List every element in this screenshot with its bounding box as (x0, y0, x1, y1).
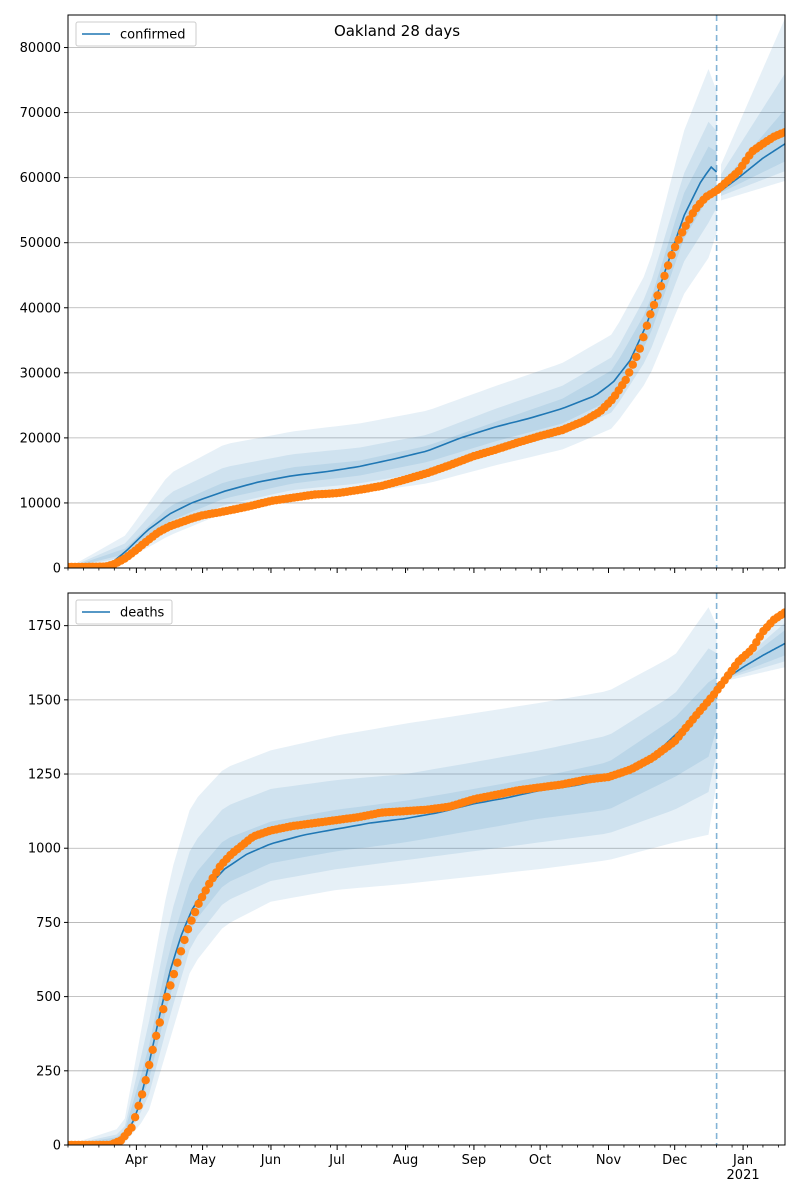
observed-point (642, 321, 652, 330)
y-tick-label: 1500 (28, 693, 61, 708)
x-tick-label: Jan (732, 1153, 753, 1168)
y-tick-label: 70000 (20, 106, 61, 121)
x-tick-label: Nov (596, 1153, 622, 1168)
observed-point (625, 368, 634, 377)
axes-frame (67, 592, 786, 1146)
observed-point (134, 1101, 143, 1111)
x-tick-label: Oct (529, 1153, 551, 1168)
model-line-forecast (720, 143, 785, 192)
observed-point (127, 1123, 136, 1132)
observed-point (137, 1090, 147, 1099)
x-tick-label: Apr (125, 1153, 148, 1168)
observed-point (674, 235, 683, 244)
y-tick-label: 0 (53, 562, 61, 577)
y-tick-label: 60000 (20, 171, 61, 186)
observed-point (173, 958, 182, 967)
band-middle-forecast (721, 73, 785, 196)
observed-point (649, 300, 659, 310)
x-tick-label: Dec (662, 1153, 687, 1168)
y-tick-label: 1750 (28, 619, 61, 634)
band-inner-fit (68, 677, 717, 1145)
observed-point (632, 352, 641, 362)
observed-point (660, 271, 669, 281)
band-middle-fit (68, 648, 717, 1145)
x-tick-label: May (189, 1153, 216, 1168)
observed-point (176, 947, 186, 956)
band-outer-fit (68, 607, 717, 1145)
observed-point (635, 344, 644, 353)
y-tick-label: 750 (36, 916, 61, 931)
y-tick-label: 50000 (20, 236, 61, 251)
observed-point (194, 899, 203, 908)
y-tick-label: 500 (36, 990, 61, 1005)
observed-point (130, 1113, 140, 1122)
observed-series (68, 128, 785, 568)
observed-series (68, 608, 785, 1145)
observed-point (187, 916, 196, 925)
observed-point (780, 608, 785, 617)
model-series (68, 143, 785, 568)
observed-point (190, 907, 200, 917)
legend: deaths (75, 599, 173, 625)
observed-point (667, 250, 676, 260)
observed-point (663, 261, 673, 270)
observed-point (681, 221, 690, 230)
legend-box (75, 599, 173, 625)
observed-point (169, 969, 179, 979)
figure-title: Oakland 28 days (334, 22, 460, 40)
legend-box (75, 21, 197, 47)
observed-point (639, 333, 648, 342)
observed-point (148, 1045, 157, 1055)
observed-point (155, 1018, 164, 1027)
observed-point (152, 1031, 161, 1041)
observed-point (159, 1005, 168, 1014)
legend-label: confirmed (120, 28, 186, 43)
legend-label: deaths (120, 606, 165, 621)
x-tick-label: Aug (393, 1153, 418, 1168)
y-tick-label: 1000 (28, 842, 61, 857)
legend: confirmed (75, 21, 197, 47)
observed-point (656, 282, 666, 291)
x-tick-label: Jul (328, 1153, 345, 1168)
y-tick-label: 250 (36, 1064, 61, 1079)
y-tick-label: 40000 (20, 301, 61, 316)
deaths-panel: 0 250 500 750 1000 1250 1500 1750 Apr May Jun Jul Au… (28, 592, 786, 1183)
observed-point (180, 935, 189, 945)
observed-point (646, 310, 655, 319)
y-tick-label: 1250 (28, 768, 61, 783)
observed-point (780, 128, 785, 137)
x-tick-label: 2021 (727, 1168, 760, 1183)
observed-point (141, 1076, 150, 1085)
y-tick-label: 30000 (20, 366, 61, 381)
observed-point (621, 375, 630, 385)
y-tick-label: 10000 (20, 496, 61, 511)
observed-point (166, 981, 175, 990)
y-axis: 0 10000 20000 30000 40000 50000 60000 70000 8000… (20, 41, 68, 577)
y-tick-label: 20000 (20, 431, 61, 446)
observed-point (685, 215, 694, 224)
observed-point (670, 242, 680, 252)
axes-frame (67, 14, 786, 569)
observed-point (183, 925, 193, 934)
x-axis (67, 568, 779, 573)
observed-point (201, 886, 210, 895)
observed-point (628, 360, 637, 369)
y-tick-label: 80000 (20, 41, 61, 56)
y-tick-label: 0 (53, 1139, 61, 1154)
model-line-fit (68, 165, 718, 568)
observed-point (197, 892, 207, 902)
observed-point (678, 228, 687, 237)
observed-point (653, 291, 662, 300)
y-axis: 0 250 500 750 1000 1250 1500 1750 (28, 619, 68, 1154)
x-tick-label: Jun (260, 1153, 281, 1168)
confirmed-panel: 0 10000 20000 30000 40000 50000 60000 70000 8000… (20, 14, 786, 577)
band-outer-fit (68, 69, 717, 568)
x-tick-label: Sep (462, 1153, 487, 1168)
observed-point (162, 992, 171, 1002)
observed-point (145, 1060, 154, 1070)
